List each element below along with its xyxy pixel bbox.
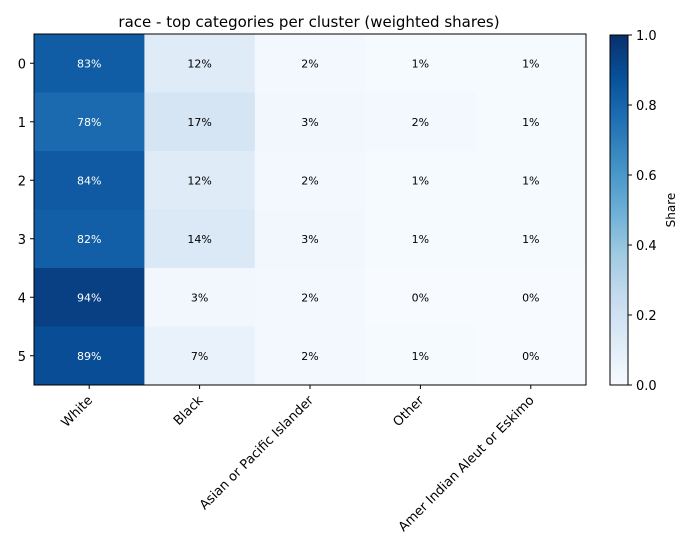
heatmap-cell (34, 209, 145, 269)
cell-label: 2% (301, 291, 318, 304)
x-tick-label: Asian or Pacific Islander (197, 393, 317, 513)
heatmap-cells (34, 34, 587, 386)
heatmap-cell (475, 151, 587, 210)
heatmap-cell (254, 268, 366, 327)
y-tick-label: 1 (18, 116, 26, 131)
cell-label: 17% (187, 116, 211, 129)
cell-label: 14% (187, 233, 211, 246)
heatmap-cell (254, 92, 366, 152)
heatmap-cell (34, 268, 145, 327)
colorbar-tick-label: 1.0 (636, 29, 657, 44)
colorbar-label: Share (664, 193, 678, 228)
cell-label: 1% (412, 57, 429, 70)
heatmap-cell (365, 268, 477, 327)
cell-label: 1% (522, 174, 539, 187)
heatmap-cell (144, 268, 256, 327)
x-tick-label: Amer Indian Aleut or Eskimo (396, 393, 538, 535)
cell-labels: 83% 12% 2% 1% 1% 78% 17% 3% 2% 1% 84% 12% 2% 1% 1% 82% 1… (77, 57, 540, 363)
cell-label: 1% (412, 174, 429, 187)
heatmap-cell (34, 34, 145, 93)
heatmap-cell (365, 151, 477, 210)
heatmap-cell (475, 92, 587, 152)
cell-label: 2% (412, 116, 429, 129)
heatmap-cell (34, 326, 145, 386)
heatmap-cell (475, 326, 587, 386)
cell-label: 83% (77, 57, 101, 70)
cell-label: 1% (522, 116, 539, 129)
colorbar-tick-label: 0.4 (636, 239, 657, 254)
heatmap-cell (475, 34, 587, 93)
heatmap-cell (365, 326, 477, 386)
heatmap-cell (475, 209, 587, 269)
y-tick-label: 2 (18, 174, 26, 189)
heatmap-cell (254, 209, 366, 269)
cell-label: 0% (412, 291, 429, 304)
cell-label: 1% (412, 350, 429, 363)
heatmap-cell (365, 92, 477, 152)
heatmap-cell (144, 92, 256, 152)
heatmap-cell (144, 209, 256, 269)
x-tick-label: Black (171, 393, 207, 429)
colorbar-ticks: 0.0 0.2 0.4 0.6 0.8 1.0 (628, 29, 657, 394)
cell-label: 3% (301, 116, 318, 129)
y-tick-label: 0 (18, 57, 26, 72)
cell-label: 82% (77, 233, 101, 246)
cell-label: 89% (77, 350, 101, 363)
heatmap-cell (254, 326, 366, 386)
colorbar-gradient (609, 34, 629, 386)
y-axis: 0 1 2 3 4 5 (18, 57, 34, 365)
cell-label: 1% (412, 233, 429, 246)
x-tick-label: White (59, 393, 96, 430)
colorbar-tick-label: 0.0 (636, 379, 657, 394)
cell-label: 0% (522, 291, 539, 304)
heatmap-cell (34, 151, 145, 210)
heatmap-cell (365, 209, 477, 269)
colorbar-tick-label: 0.8 (636, 99, 657, 114)
cell-label: 3% (301, 233, 318, 246)
cell-label: 7% (191, 350, 208, 363)
y-tick-label: 5 (18, 350, 26, 365)
cell-label: 94% (77, 291, 101, 304)
cell-label: 12% (187, 57, 211, 70)
heatmap-cell (144, 326, 256, 386)
x-tick-label: Other (391, 393, 428, 430)
heatmap-cell (34, 92, 145, 152)
chart-title: race - top categories per cluster (weigh… (118, 13, 499, 31)
heatmap-cell (144, 151, 256, 210)
cell-label: 2% (301, 57, 318, 70)
heatmap-cell (254, 151, 366, 210)
cell-label: 2% (301, 174, 318, 187)
colorbar-tick-label: 0.2 (636, 309, 657, 324)
cell-label: 3% (191, 291, 208, 304)
cell-label: 2% (301, 350, 318, 363)
heatmap-cell (254, 34, 366, 93)
cell-label: 1% (522, 57, 539, 70)
y-tick-label: 4 (18, 291, 26, 306)
heatmap-cell (365, 34, 477, 93)
cell-label: 1% (522, 233, 539, 246)
colorbar-tick-label: 0.6 (636, 169, 657, 184)
cell-label: 12% (187, 174, 211, 187)
colorbar: 0.0 0.2 0.4 0.6 0.8 1.0 Share (609, 29, 678, 394)
cell-label: 0% (522, 350, 539, 363)
y-tick-label: 3 (18, 233, 26, 248)
heatmap-cell (144, 34, 256, 93)
cell-label: 78% (77, 116, 101, 129)
heatmap-cell (475, 268, 587, 327)
cell-label: 84% (77, 174, 101, 187)
